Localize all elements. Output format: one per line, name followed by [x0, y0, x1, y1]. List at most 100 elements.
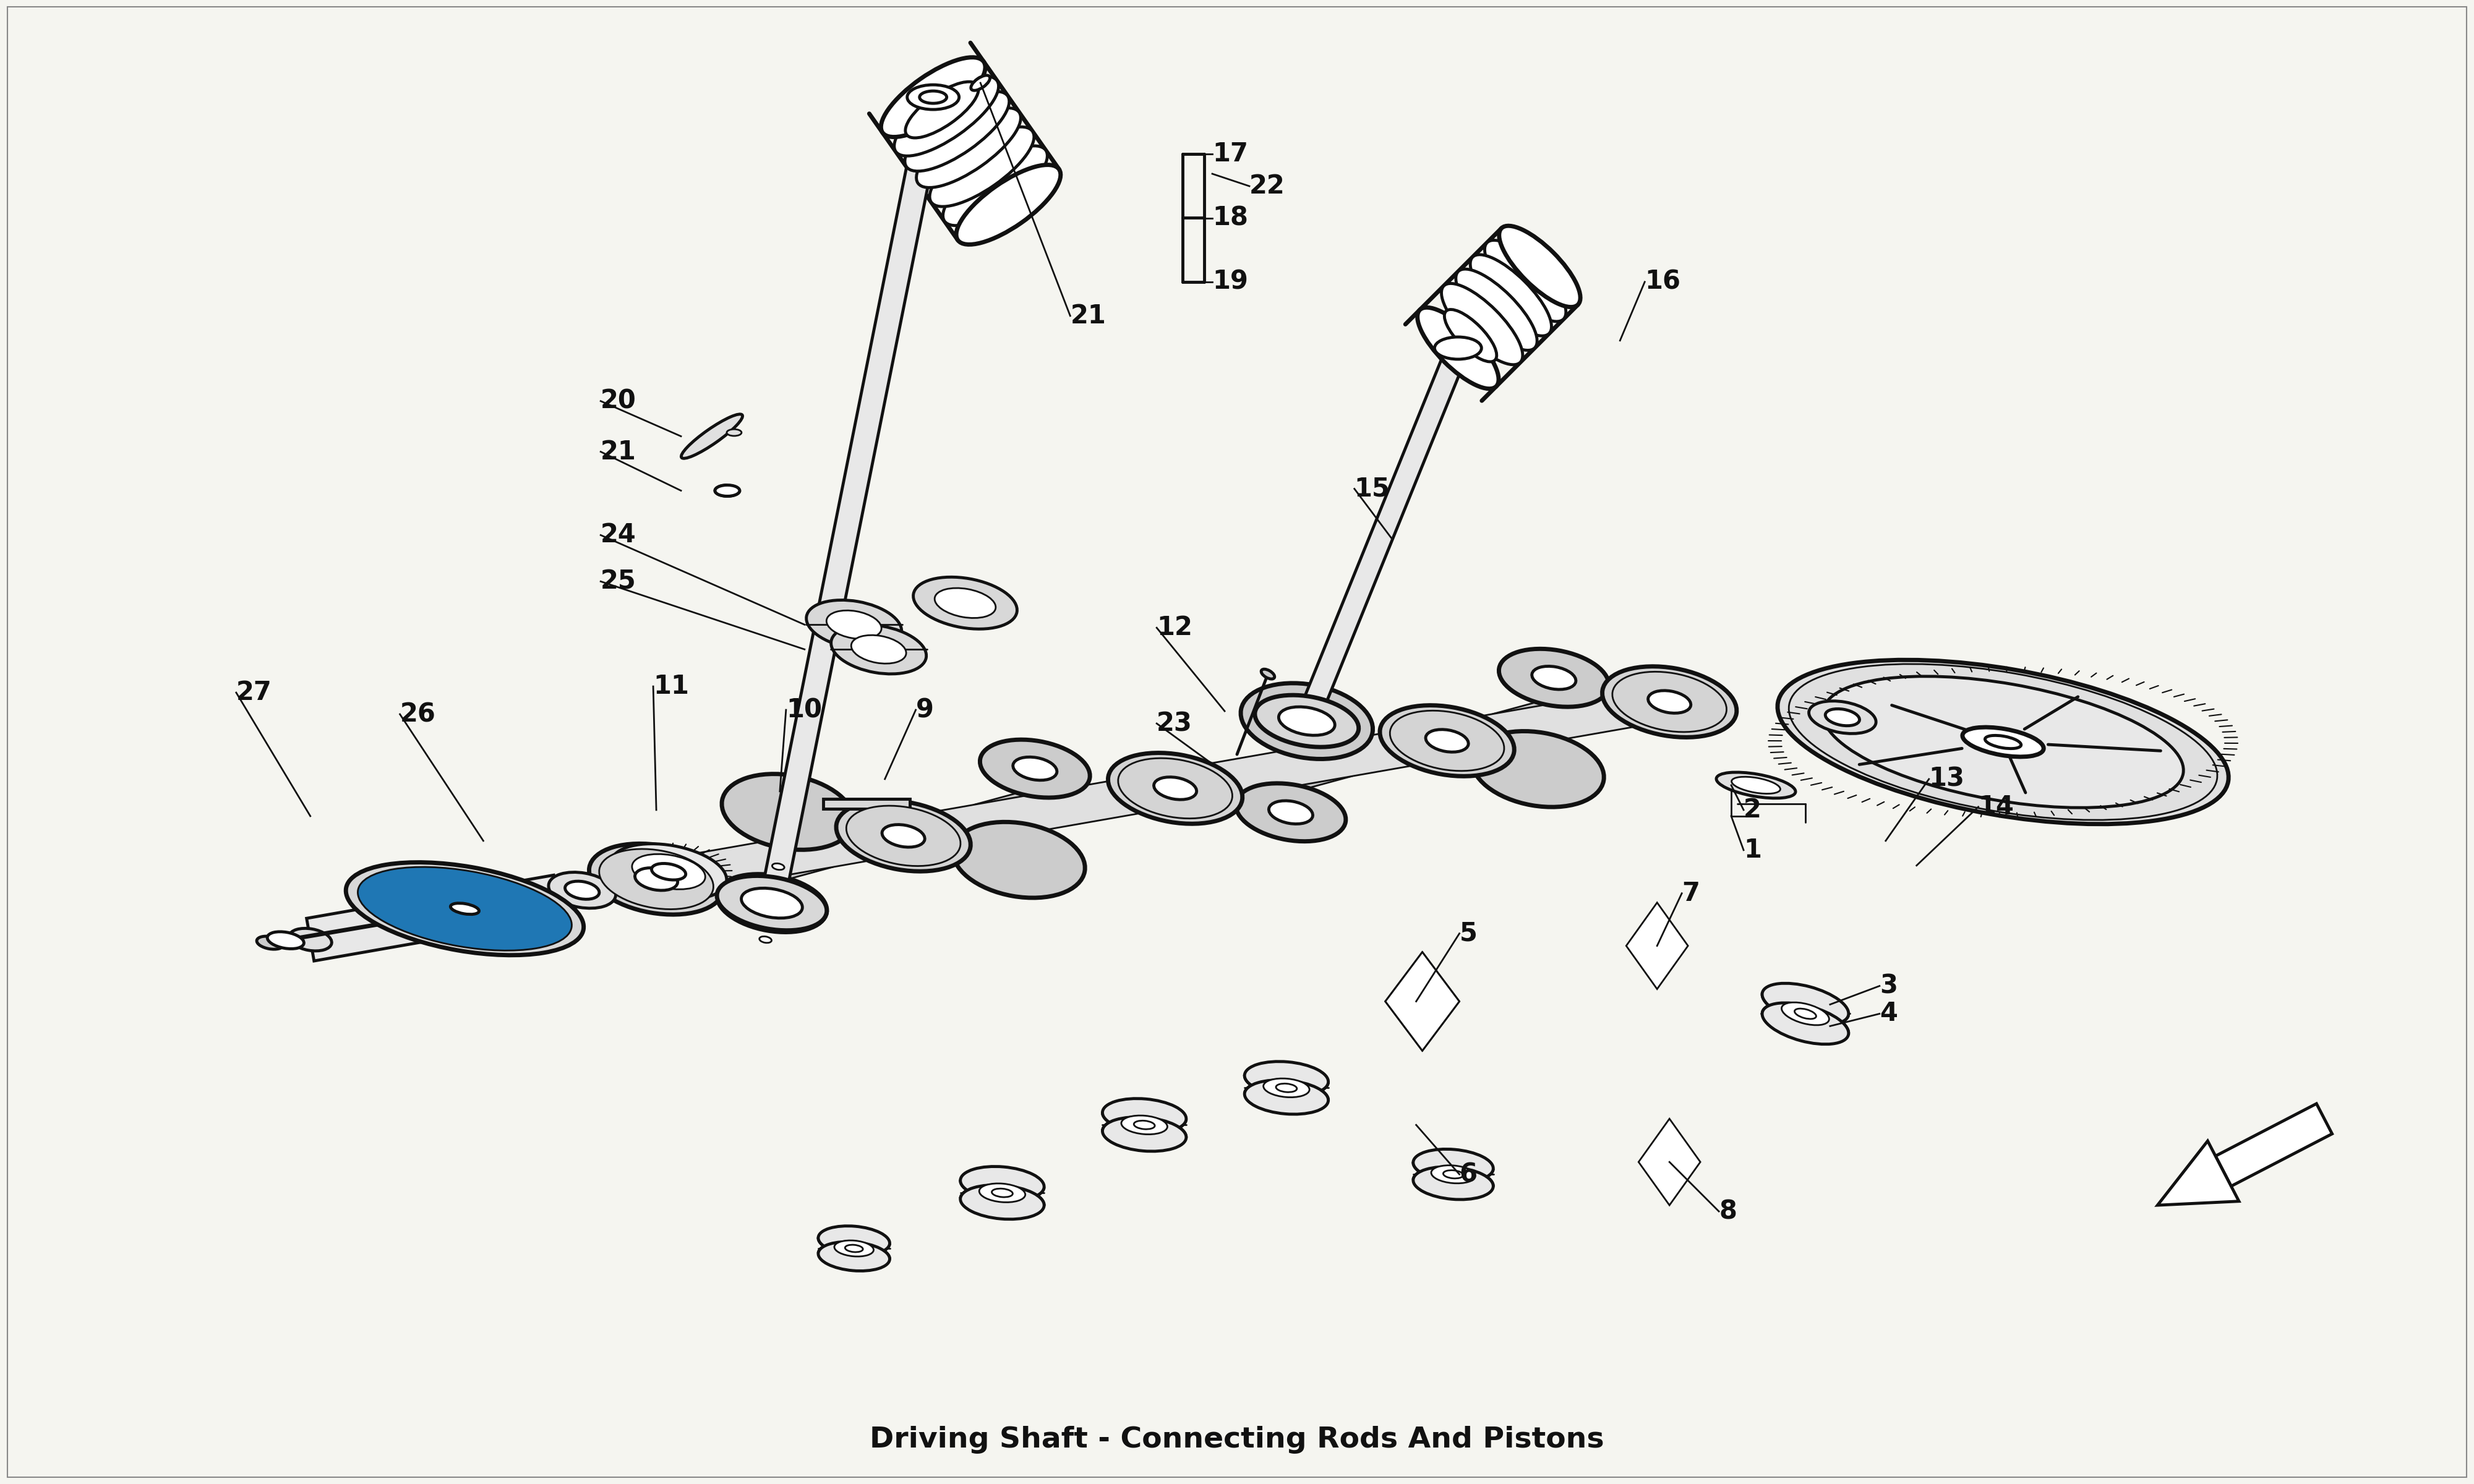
Ellipse shape — [549, 873, 616, 908]
Ellipse shape — [970, 76, 990, 91]
Ellipse shape — [1153, 778, 1197, 800]
Ellipse shape — [952, 822, 1086, 898]
Ellipse shape — [1732, 776, 1781, 794]
Ellipse shape — [970, 76, 990, 91]
Ellipse shape — [1012, 757, 1056, 781]
Polygon shape — [307, 876, 562, 962]
Text: 21: 21 — [1071, 303, 1106, 329]
Ellipse shape — [599, 849, 713, 910]
Text: 8: 8 — [1719, 1199, 1737, 1224]
Ellipse shape — [1442, 283, 1522, 365]
Ellipse shape — [960, 1184, 1044, 1220]
Text: Driving Shaft - Connecting Rods And Pistons: Driving Shaft - Connecting Rods And Pist… — [871, 1426, 1603, 1454]
Text: 6: 6 — [1460, 1162, 1477, 1187]
Text: 15: 15 — [1353, 476, 1390, 502]
Text: 12: 12 — [1158, 614, 1192, 641]
Ellipse shape — [750, 892, 794, 914]
Ellipse shape — [913, 577, 1017, 629]
Ellipse shape — [960, 1166, 1044, 1201]
Ellipse shape — [1794, 1009, 1816, 1020]
Text: 26: 26 — [401, 702, 435, 727]
Ellipse shape — [1984, 736, 2021, 748]
Text: 20: 20 — [601, 389, 636, 414]
Text: 1: 1 — [1744, 837, 1761, 864]
Ellipse shape — [651, 864, 685, 880]
Ellipse shape — [992, 1189, 1012, 1198]
Ellipse shape — [920, 91, 948, 104]
Ellipse shape — [717, 876, 826, 930]
Ellipse shape — [1237, 784, 1346, 841]
Ellipse shape — [715, 485, 740, 496]
Ellipse shape — [1472, 732, 1603, 807]
Ellipse shape — [717, 874, 826, 932]
Ellipse shape — [908, 85, 960, 110]
Ellipse shape — [1413, 1166, 1494, 1199]
Ellipse shape — [836, 800, 970, 871]
Ellipse shape — [631, 855, 705, 889]
Polygon shape — [901, 770, 1178, 855]
Ellipse shape — [1761, 984, 1848, 1024]
Ellipse shape — [943, 145, 1047, 226]
Ellipse shape — [807, 600, 901, 649]
Ellipse shape — [915, 108, 1022, 187]
Ellipse shape — [381, 876, 547, 941]
Text: 25: 25 — [601, 568, 636, 595]
Ellipse shape — [772, 864, 784, 870]
Ellipse shape — [1603, 666, 1737, 738]
Ellipse shape — [611, 844, 727, 899]
Polygon shape — [1445, 684, 1672, 758]
Text: 3: 3 — [1880, 974, 1898, 999]
Polygon shape — [2157, 1141, 2239, 1205]
Text: 2: 2 — [1744, 797, 1761, 824]
Ellipse shape — [1133, 1120, 1155, 1129]
Ellipse shape — [980, 739, 1091, 797]
Ellipse shape — [1613, 672, 1727, 732]
Ellipse shape — [1648, 690, 1690, 714]
Text: 5: 5 — [1460, 920, 1477, 947]
Ellipse shape — [893, 76, 999, 156]
Text: 23: 23 — [1158, 711, 1192, 736]
Ellipse shape — [1279, 706, 1336, 736]
Polygon shape — [1638, 1119, 1700, 1205]
Ellipse shape — [1121, 1116, 1168, 1134]
Text: 24: 24 — [601, 522, 636, 548]
Ellipse shape — [826, 610, 881, 640]
Ellipse shape — [1418, 307, 1499, 389]
Ellipse shape — [289, 929, 332, 951]
Polygon shape — [1492, 671, 1601, 733]
Ellipse shape — [267, 932, 304, 948]
Text: 7: 7 — [1682, 880, 1700, 907]
Ellipse shape — [1484, 240, 1566, 322]
Ellipse shape — [1435, 337, 1482, 359]
Ellipse shape — [1390, 711, 1504, 770]
Ellipse shape — [1445, 310, 1497, 362]
Text: 11: 11 — [653, 674, 690, 699]
Polygon shape — [727, 849, 834, 911]
Ellipse shape — [1781, 1002, 1828, 1025]
Ellipse shape — [1118, 758, 1232, 819]
Ellipse shape — [1470, 255, 1551, 335]
Text: 19: 19 — [1212, 269, 1247, 295]
Polygon shape — [1244, 757, 1353, 821]
Ellipse shape — [1789, 663, 2217, 821]
Ellipse shape — [905, 92, 1009, 171]
Ellipse shape — [364, 870, 567, 948]
Polygon shape — [1385, 953, 1460, 1051]
Ellipse shape — [1103, 1117, 1185, 1152]
Ellipse shape — [1244, 1080, 1329, 1114]
Text: 14: 14 — [1979, 794, 2014, 819]
Polygon shape — [1173, 723, 1450, 807]
Text: 17: 17 — [1212, 141, 1249, 168]
Ellipse shape — [834, 1241, 873, 1257]
Ellipse shape — [1432, 1165, 1475, 1183]
Ellipse shape — [1413, 1149, 1494, 1181]
Ellipse shape — [881, 58, 985, 137]
Ellipse shape — [1264, 1079, 1309, 1097]
Ellipse shape — [564, 881, 599, 899]
Ellipse shape — [1962, 727, 2044, 757]
Ellipse shape — [428, 895, 500, 923]
Text: 10: 10 — [787, 697, 821, 723]
Ellipse shape — [957, 165, 1061, 245]
Ellipse shape — [819, 1242, 891, 1270]
Polygon shape — [1625, 902, 1687, 988]
